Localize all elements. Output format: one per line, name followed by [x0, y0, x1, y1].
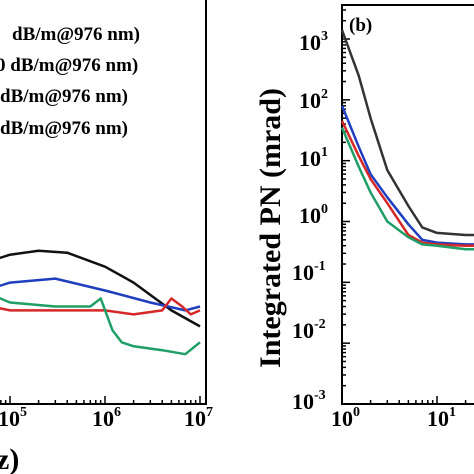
right-xtick-label-1e0: 100: [331, 405, 360, 431]
legend: dB/m@976 nm) 0 dB/m@976 nm) dB/m@976 nm)…: [0, 24, 140, 139]
right-xtick-labels: 100 101: [331, 405, 456, 431]
panel-label-b: (b): [349, 15, 372, 36]
right-panel: (b) Integrated PN (mrad) 103 102 101 100…: [254, 4, 474, 431]
left-xtick-labels: 105 106 107: [0, 405, 213, 431]
left-xtick-marks: [0, 396, 201, 404]
right-series-line-4: [340, 127, 474, 251]
right-ytick-label-1e0: 100: [299, 202, 328, 228]
left-series-line-2: [0, 277, 201, 312]
right-ytick-label-1e-2: 10-2: [292, 317, 326, 343]
left-series-group: [0, 249, 201, 356]
right-ytick-label-1e-1: 10-1: [292, 259, 326, 285]
left-xtick-label-1e5: 105: [0, 405, 27, 431]
right-ytick-label-1e2: 102: [299, 87, 328, 113]
left-panel: dB/m@976 nm) 0 dB/m@976 nm) dB/m@976 nm)…: [0, 0, 213, 474]
right-tick-marks: [341, 9, 467, 405]
legend-entry-4: dB/m@976 nm): [0, 118, 128, 139]
right-ytick-labels: 103 102 101 100 10-1 10-2 10-3: [292, 29, 328, 414]
right-xtick-label-1e1: 101: [427, 405, 456, 431]
right-ytick-label-1e3: 103: [299, 29, 328, 55]
right-ytick-label-1e-3: 10-3: [292, 388, 326, 414]
right-series-line-1: [340, 29, 474, 237]
right-plot-frame: [341, 4, 474, 405]
right-ylabel: Integrated PN (mrad): [254, 88, 287, 368]
left-xtick-label-1e6: 106: [92, 405, 121, 431]
right-series-line-3: [340, 120, 474, 247]
left-series-line-3: [0, 297, 201, 316]
right-series-line-2: [340, 105, 474, 246]
left-xlabel-fragment: z): [0, 443, 19, 474]
legend-entry-2: 0 dB/m@976 nm): [0, 55, 138, 76]
legend-entry-3: dB/m@976 nm): [0, 86, 128, 107]
right-series-group: [340, 29, 474, 251]
left-plot-frame: [0, 0, 207, 405]
left-xtick-label-1e7: 107: [184, 405, 213, 431]
legend-entry-1: dB/m@976 nm): [12, 24, 140, 45]
right-ytick-label-1e1: 101: [299, 145, 328, 171]
left-series-line-4: [0, 296, 201, 356]
